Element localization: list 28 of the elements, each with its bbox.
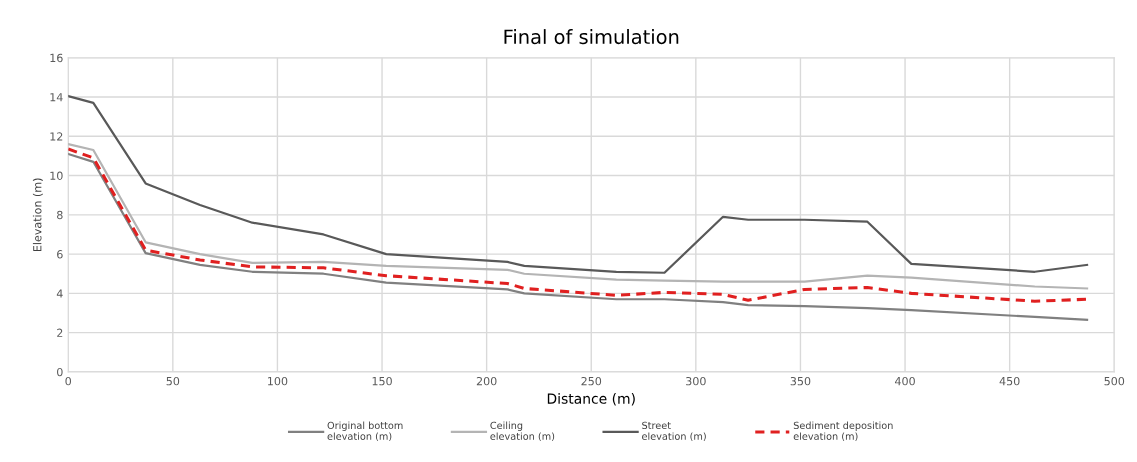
legend-label: Original bottom elevation (m) <box>327 421 403 442</box>
legend-label: Sediment deposition elevation (m) <box>793 421 893 442</box>
y-tick-label: 16 <box>50 53 63 63</box>
y-tick-label: 10 <box>50 171 63 180</box>
y-tick-label: 6 <box>57 250 63 259</box>
chart-title: Final of simulation <box>504 29 679 45</box>
x-tick-label: 200 <box>476 376 497 386</box>
x-tick-label: 450 <box>999 376 1020 386</box>
x-tick-label: 250 <box>581 376 602 386</box>
y-axis-title: Elevation (m) <box>32 178 43 252</box>
x-tick-label: 300 <box>686 376 706 386</box>
x-tick-label: 350 <box>790 376 811 386</box>
x-tick-label: 50 <box>166 376 180 386</box>
y-tick-label: 0 <box>57 367 63 377</box>
y-tick-label: 12 <box>50 132 63 141</box>
x-tick-label: 400 <box>894 376 915 386</box>
legend-label: Street elevation (m) <box>642 421 706 442</box>
y-tick-label: 2 <box>57 328 63 337</box>
x-tick-label: 500 <box>1104 376 1125 386</box>
x-tick-label: 0 <box>65 376 72 386</box>
y-tick-label: 14 <box>50 93 63 102</box>
x-tick-label: 150 <box>372 376 392 386</box>
y-tick-label: 8 <box>57 210 63 220</box>
x-axis-title: Distance (m) <box>547 393 635 406</box>
legend-label: Ceiling elevation (m) <box>490 421 555 442</box>
y-tick-label: 4 <box>56 289 63 298</box>
x-tick-label: 100 <box>268 376 288 386</box>
line-series <box>68 94 1089 274</box>
